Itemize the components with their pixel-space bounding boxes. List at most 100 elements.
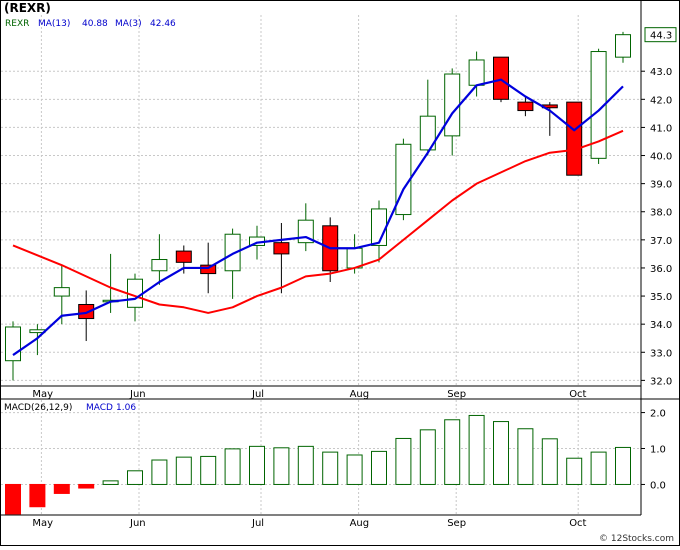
macd-month-label: Jul [251,518,264,529]
price-y-tick-label: 32.0 [650,376,672,387]
macd-month-label: Aug [350,518,370,529]
macd-bar-positive [468,414,485,485]
candle-body-up [419,115,436,151]
macd-legend: MACD(26,12,9) MACD 1.06 [4,403,136,413]
macd-title: MACD(26,12,9) [4,403,72,413]
legend-symbol: REXR [5,19,29,29]
macd-bar-positive [566,457,583,485]
price-y-tick-label: 35.0 [650,292,672,303]
price-y-tick-label: 43.0 [650,67,672,78]
price-y-tick-label: 40.0 [650,152,672,163]
price-month-label: Jun [129,389,146,400]
macd-bar-positive [175,456,192,485]
candle-body-up [468,59,485,86]
macd-bar-positive [419,429,436,485]
candle-body-down [566,101,583,176]
price-y-tick-label: 42.0 [650,95,672,106]
candle-body-up [224,233,241,272]
candle-body-up [5,326,21,362]
macd-month-label: May [32,518,53,529]
candle [590,48,607,164]
candle-body-up [371,208,387,246]
ma3-line [12,78,624,356]
price-grid [1,15,641,386]
macd-bar-positive [517,428,534,485]
legend-ma13-label: MA(13) [38,19,70,29]
candle-body-down [175,250,192,263]
macd-month-label: Jun [129,518,146,529]
macd-bar-positive [395,437,412,485]
candle-body-up [615,34,631,58]
candle [224,228,241,299]
macd-bar-positive [249,445,265,485]
candle-body-up [590,51,607,159]
macd-legend-label: MACD [86,403,113,413]
last-price-box [644,27,677,43]
candle [78,290,95,342]
price-month-label: Sep [447,389,466,400]
macd-bar-positive [297,445,314,485]
legend-ma13-value: 40.88 [82,19,108,29]
candle [53,265,70,325]
macd-bar-positive [322,451,339,485]
candle [151,234,168,285]
macd-bar-positive [590,451,607,485]
macd-legend-value: 1.06 [116,403,136,413]
macd-bar-positive [444,419,461,485]
macd-month-label: Oct [569,518,586,529]
macd-bar-positive [151,459,168,485]
candle-body-up [53,287,70,297]
price-y-tick-label: 37.0 [650,236,672,247]
price-y-tick-label: 38.0 [650,208,672,219]
candle [566,101,583,176]
last-price-badge: 44.3 [644,27,677,43]
candle [273,222,290,294]
price-month-label: Oct [569,389,586,400]
price-month-label: Aug [350,389,370,400]
candle-body-down [493,56,509,100]
macd-bar-positive [200,455,217,485]
price-month-label: May [32,389,53,400]
price-y-tick-label: 33.0 [650,348,672,359]
price-y-tick-label: 36.0 [650,264,672,275]
macd-bar-negative [5,483,21,515]
candle-body-down [78,303,95,320]
candle [468,51,485,97]
macd-series [5,414,631,515]
last-price-label: 44.3 [650,31,672,42]
macd-y-tick-label: 0.0 [650,480,666,491]
candle [419,79,436,156]
macd-bar-positive [541,438,558,485]
macd-bar-negative [53,483,70,494]
macd-month-label: Sep [447,518,466,529]
macd-bar-positive [371,450,387,485]
price-y-tick-label: 41.0 [650,123,672,134]
macd-y-tick-label: 1.0 [650,445,666,456]
macd-bar-positive [346,454,363,485]
macd-bar-negative [78,483,95,489]
legend-ma3-value: 42.46 [150,19,176,29]
copyright: © 12Stocks.com [599,534,674,544]
price-legend: REXR MA(13) 40.88 MA(3) 42.46 [5,19,176,29]
candle-body-down [273,242,290,255]
candle-body-up [151,259,168,272]
macd-bar-positive [273,447,290,485]
macd-bar-positive [493,421,509,485]
chart-title: (REXR) [4,1,51,15]
macd-bar-positive [102,480,119,485]
price-series [5,31,631,381]
ma13-line [12,129,624,314]
candle [615,31,631,63]
macd-bar-positive [615,446,631,485]
macd-y-tick-label: 2.0 [650,409,666,420]
price-y-tick-label: 39.0 [650,180,672,191]
candle-body-down [200,264,217,275]
legend-ma3-label: MA(3) [115,19,142,29]
candle [517,96,534,117]
macd-bar-negative [29,483,46,508]
price-y-tick-label: 34.0 [650,320,672,331]
macd-bar-positive [127,470,143,485]
